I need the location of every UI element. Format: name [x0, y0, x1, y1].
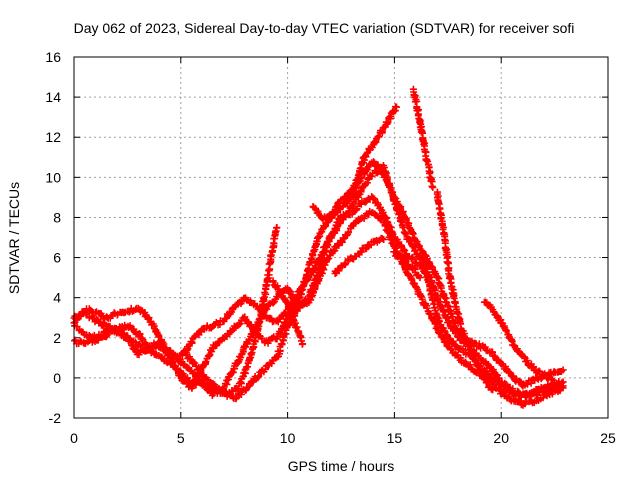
series-marks: [480, 298, 556, 384]
chart-title: Day 062 of 2023, Sidereal Day-to-day VTE…: [74, 20, 575, 36]
y-tick-label: 2: [53, 330, 61, 346]
x-tick-label: 10: [280, 430, 296, 446]
x-tick-label: 15: [387, 430, 403, 446]
series-track-g: [309, 103, 400, 223]
series-marks: [390, 248, 424, 282]
y-axis-title: SDTVAR / TECUs: [6, 182, 22, 294]
series-track-h: [409, 85, 437, 191]
y-tick-label: 12: [45, 129, 61, 145]
x-tick-label: 5: [177, 430, 185, 446]
series-track-i: [433, 188, 497, 394]
series-marks: [269, 277, 307, 348]
tick-layer: 0 5 10 15 20 25 -2 0 2 4 6 8 10 12 14 16: [45, 49, 616, 446]
x-tick-label: 20: [493, 430, 509, 446]
series-marks: [331, 234, 388, 277]
series-track-l: [390, 248, 424, 282]
y-tick-label: 8: [53, 209, 61, 225]
x-axis-title: GPS time / hours: [288, 458, 395, 474]
y-tick-label: -2: [49, 410, 62, 426]
series-marks: [433, 188, 497, 394]
x-tick-label: 0: [70, 430, 78, 446]
series-track-e: [181, 224, 281, 398]
y-tick-label: 4: [53, 290, 61, 306]
y-tick-label: 16: [45, 49, 61, 65]
series-marks: [409, 85, 437, 191]
y-tick-label: 0: [53, 370, 61, 386]
x-tick-label: 25: [600, 430, 616, 446]
series-marks: [309, 103, 400, 223]
y-tick-label: 10: [45, 169, 61, 185]
y-tick-label: 14: [45, 89, 61, 105]
data-layer: [70, 85, 567, 409]
y-tick-label: 6: [53, 250, 61, 266]
plot-border: [73, 56, 609, 419]
series-track-f: [269, 277, 307, 348]
series-track-k: [331, 234, 388, 277]
series-marks: [181, 224, 281, 398]
series-track-j: [480, 298, 556, 384]
